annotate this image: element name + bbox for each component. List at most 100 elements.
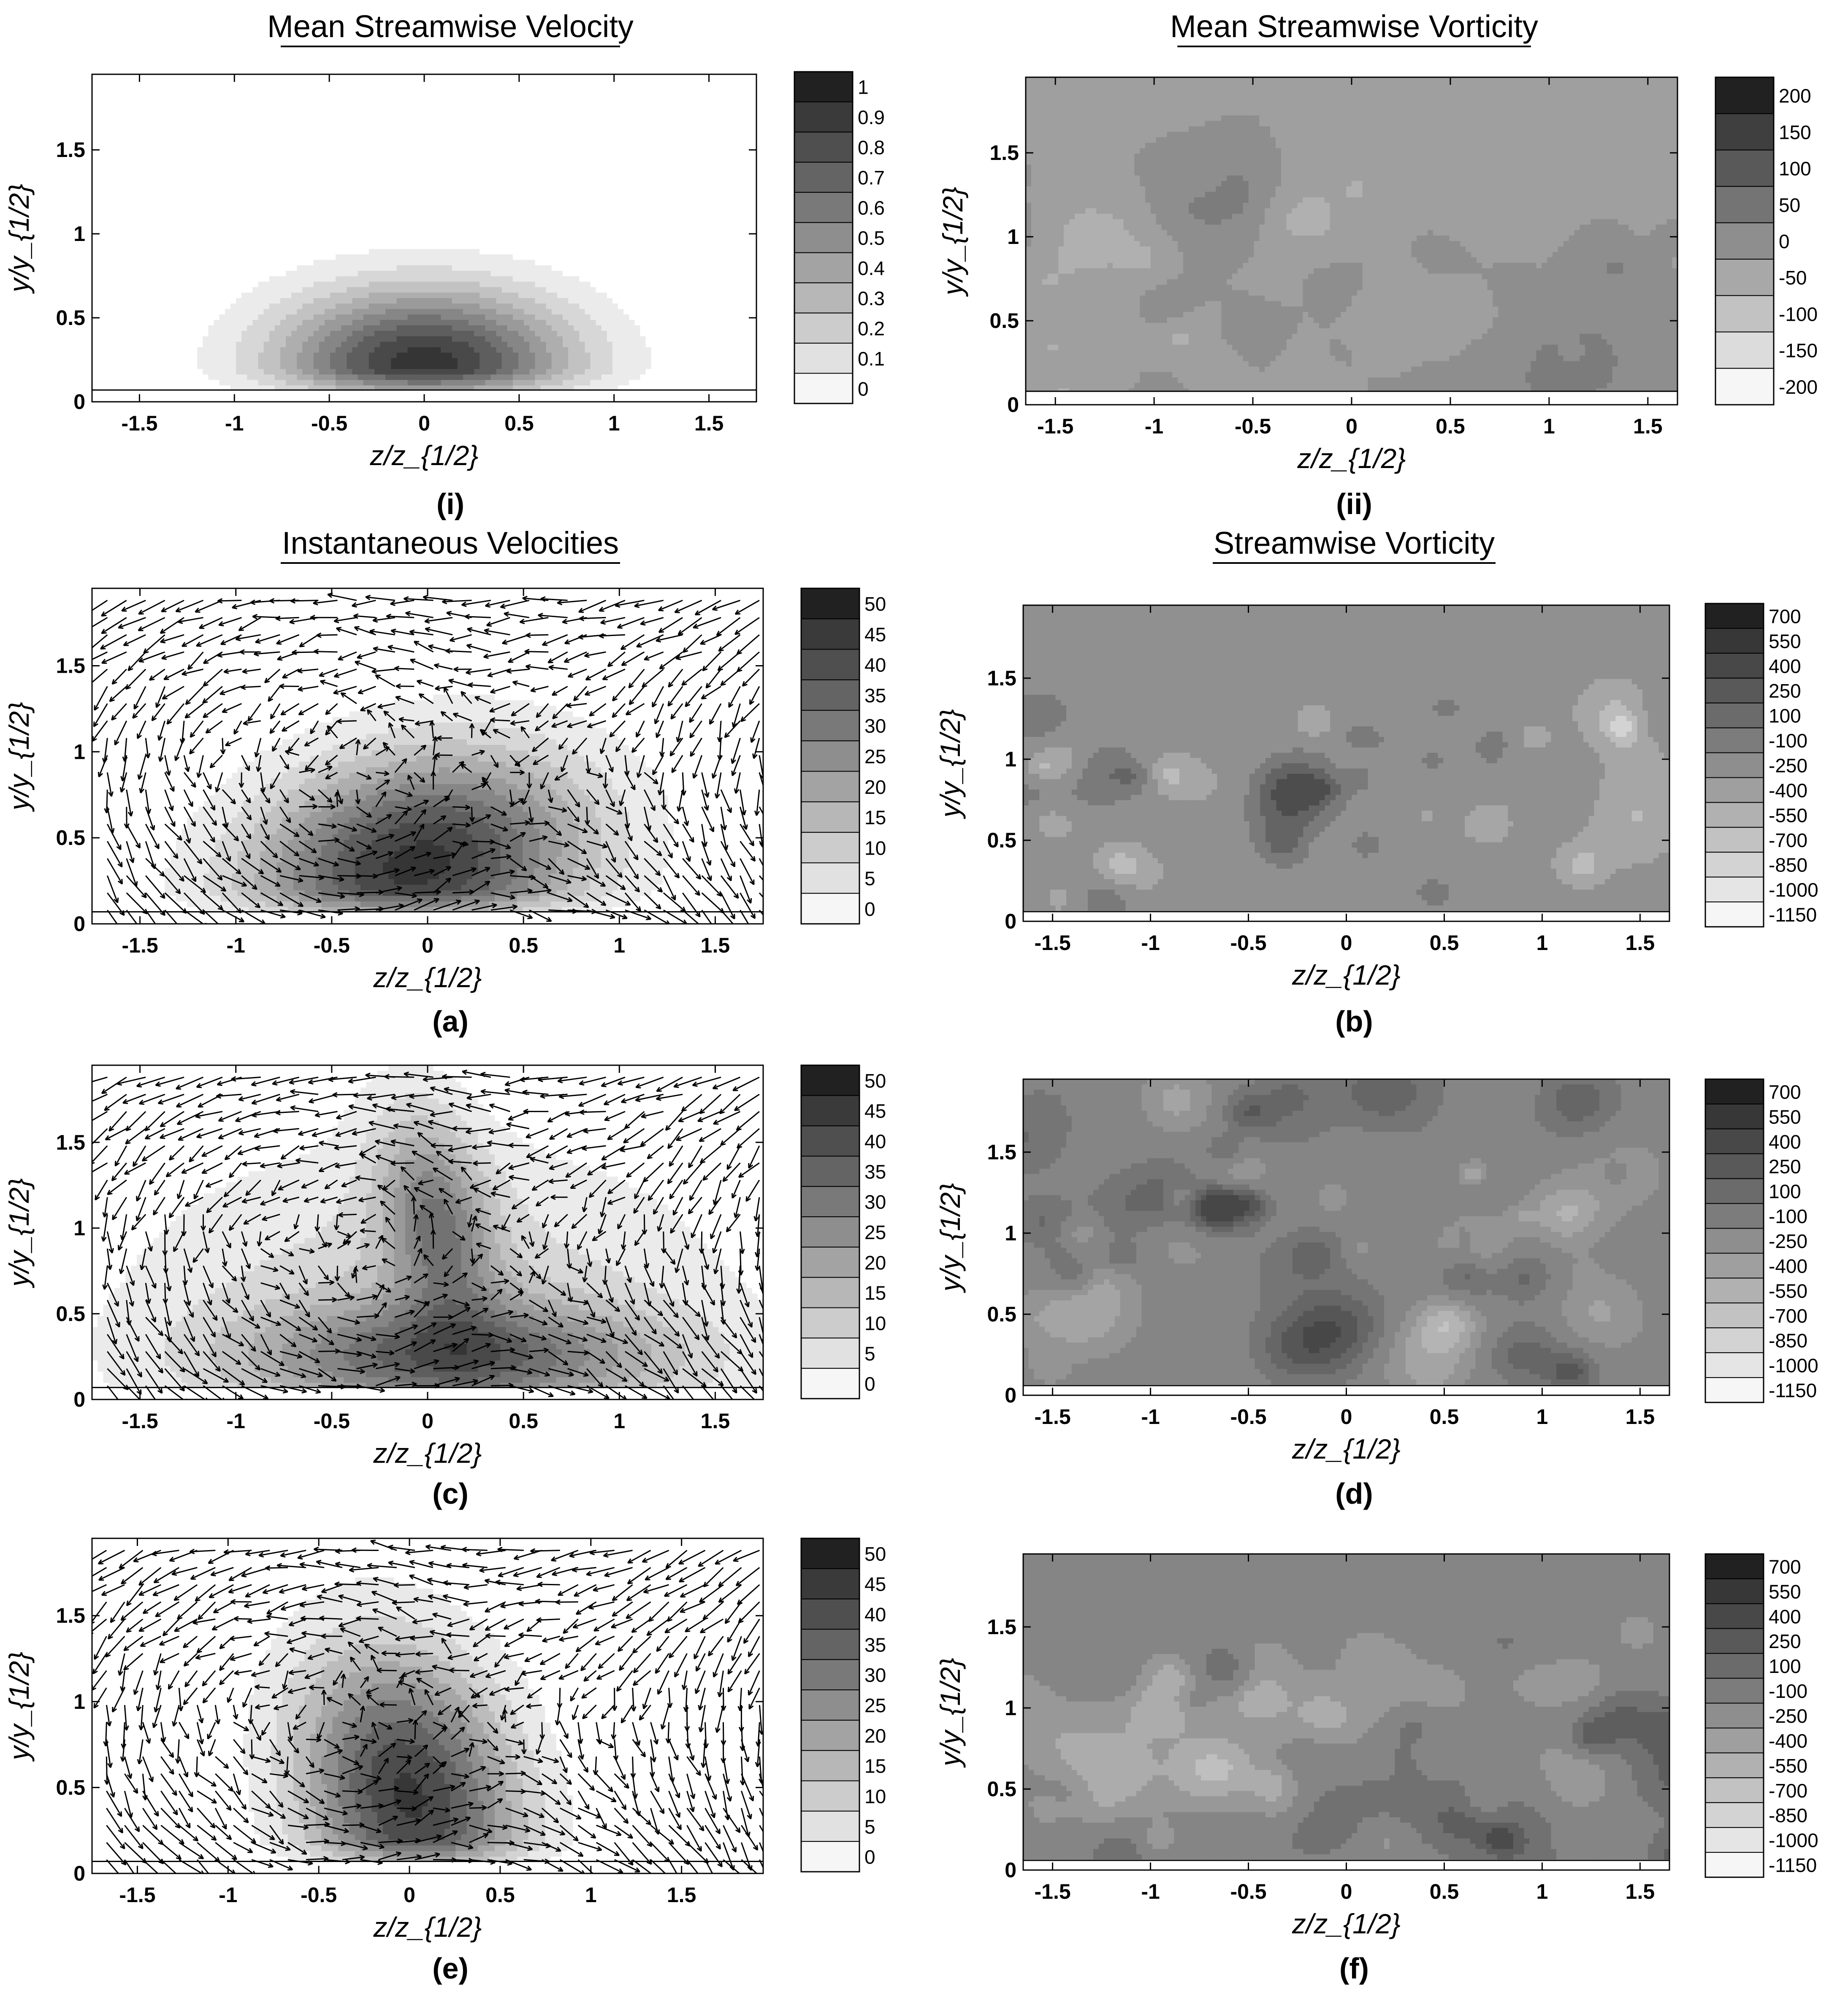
x-tick-label: -1 — [1141, 1880, 1160, 1903]
y-axis-label: y/y_{1/2} — [937, 187, 968, 297]
colorbar-label: -550 — [1769, 804, 1807, 826]
x-tick-label: -1 — [225, 411, 244, 435]
x-tick-label: 1.5 — [1626, 1405, 1655, 1429]
colorbar-swatch — [801, 1538, 859, 1569]
y-axis-label: y/y_{1/2} — [3, 184, 35, 294]
arrow-head — [140, 929, 144, 934]
arrow-head — [160, 1875, 164, 1880]
colorbar-label: -550 — [1769, 1755, 1807, 1777]
velocity-arrow — [471, 1334, 493, 1335]
velocity-arrow — [471, 807, 472, 822]
colorbar-label: 0 — [864, 1846, 875, 1868]
colorbar-swatch — [1705, 1803, 1764, 1827]
colorbar-swatch — [1705, 1654, 1764, 1678]
arrow-head — [768, 1881, 772, 1887]
y-tick-label: 1 — [73, 222, 85, 246]
x-tick-label: -1 — [1145, 414, 1163, 438]
x-axis-label: z/z_{1/2} — [1292, 1433, 1401, 1464]
colorbar-label: 0.7 — [858, 167, 885, 189]
y-tick-label: 1 — [1005, 747, 1016, 771]
x-tick-label: -1.5 — [121, 411, 157, 435]
colorbar-label: 10 — [864, 837, 886, 859]
colorbar-swatch — [1705, 753, 1764, 778]
arrow-head — [735, 1403, 740, 1408]
arrow-head — [81, 1082, 86, 1086]
y-tick-label: 0 — [73, 1388, 85, 1411]
colorbar-label: 20 — [864, 776, 886, 798]
arrow-head — [121, 1404, 125, 1409]
colorbar-swatch — [1715, 150, 1774, 186]
colorbar-label: 25 — [864, 746, 886, 768]
colorbar-label: 100 — [1769, 705, 1801, 727]
colorbar-label: -100 — [1769, 1680, 1807, 1702]
colorbar-swatch — [801, 710, 859, 741]
colorbar-label: 0.1 — [858, 348, 885, 370]
y-tick-label: 1 — [73, 1216, 85, 1240]
colorbar-label: 30 — [864, 1664, 886, 1686]
colorbar-swatch — [1705, 1079, 1764, 1104]
x-tick-label: -1 — [1141, 931, 1160, 955]
arrow-head — [756, 1402, 761, 1406]
y-tick-label: 0.5 — [987, 1302, 1016, 1326]
arrow-head — [767, 1865, 771, 1870]
colorbar-label: 25 — [864, 1694, 886, 1716]
colorbar-swatch — [794, 222, 853, 252]
colorbar-label: 10 — [864, 1312, 886, 1334]
arrow-head — [83, 628, 88, 633]
colorbar-swatch — [801, 771, 859, 802]
colorbar-label: 550 — [1769, 630, 1801, 652]
contour-field — [1023, 1079, 1670, 1396]
colorbar-label: -1000 — [1769, 1355, 1818, 1377]
panel-title: Streamwise Vorticity — [1214, 525, 1495, 560]
colorbar-label: 0.6 — [858, 197, 885, 219]
colorbar-label: -700 — [1769, 829, 1807, 851]
velocity-arrow — [107, 790, 108, 813]
colorbar-swatch — [794, 343, 853, 373]
panel-caption: (c) — [432, 1477, 469, 1510]
velocity-arrow — [644, 1214, 645, 1234]
y-tick-label: 1 — [73, 740, 85, 763]
colorbar-swatch — [1715, 368, 1774, 405]
colorbar-swatch — [1705, 604, 1764, 628]
colorbar-label: 25 — [864, 1221, 886, 1243]
colorbar-swatch — [1715, 295, 1774, 332]
arrow-head — [81, 1562, 87, 1566]
colorbar-swatch — [1705, 1353, 1764, 1378]
colorbar-label: -1000 — [1769, 1830, 1818, 1851]
arrow-head — [771, 1809, 775, 1814]
x-tick-label: -0.5 — [314, 934, 350, 957]
colorbar-swatch — [801, 1569, 859, 1599]
velocity-arrow — [382, 1653, 397, 1654]
y-tick-label: 1.5 — [987, 1615, 1016, 1639]
x-tick-label: 1.5 — [694, 411, 724, 435]
colorbar-swatch — [1705, 1852, 1764, 1877]
colorbar-swatch — [1705, 653, 1764, 678]
velocity-arrow — [538, 1584, 560, 1585]
x-tick-label: -1.5 — [1035, 1405, 1071, 1429]
arrow-head — [83, 612, 88, 616]
colorbar: 700550400250100-100-250-400-550-700-850-… — [1705, 604, 1818, 927]
colorbar-swatch — [794, 283, 853, 313]
y-tick-label: 0 — [73, 912, 85, 936]
x-axis-label: z/z_{1/2} — [370, 440, 479, 471]
y-tick-label: 1.5 — [56, 1131, 85, 1154]
colorbar-swatch — [1705, 1378, 1764, 1402]
y-tick-label: 0.5 — [56, 1302, 85, 1326]
panel-i: Mean Streamwise Velocity-1.5 -1 -0.5 0 0.5 1 1… — [3, 9, 885, 520]
colorbar-label: 150 — [1779, 121, 1811, 143]
colorbar-label: 0.2 — [858, 317, 885, 339]
colorbar-label: 700 — [1769, 1081, 1801, 1103]
arrow-head — [86, 1171, 91, 1175]
velocity-arrow — [318, 1282, 334, 1283]
y-tick-label: 1.5 — [56, 138, 85, 162]
y-tick-label: 0 — [73, 1862, 85, 1885]
x-tick-label: -1 — [226, 1409, 245, 1433]
x-tick-label: -0.5 — [1230, 1405, 1266, 1429]
colorbar-label: -400 — [1769, 780, 1807, 801]
colorbar-swatch — [801, 650, 859, 680]
y-tick-label: 0.5 — [56, 1776, 85, 1799]
colorbar-label: 100 — [1779, 158, 1811, 180]
colorbar-swatch — [801, 619, 859, 649]
